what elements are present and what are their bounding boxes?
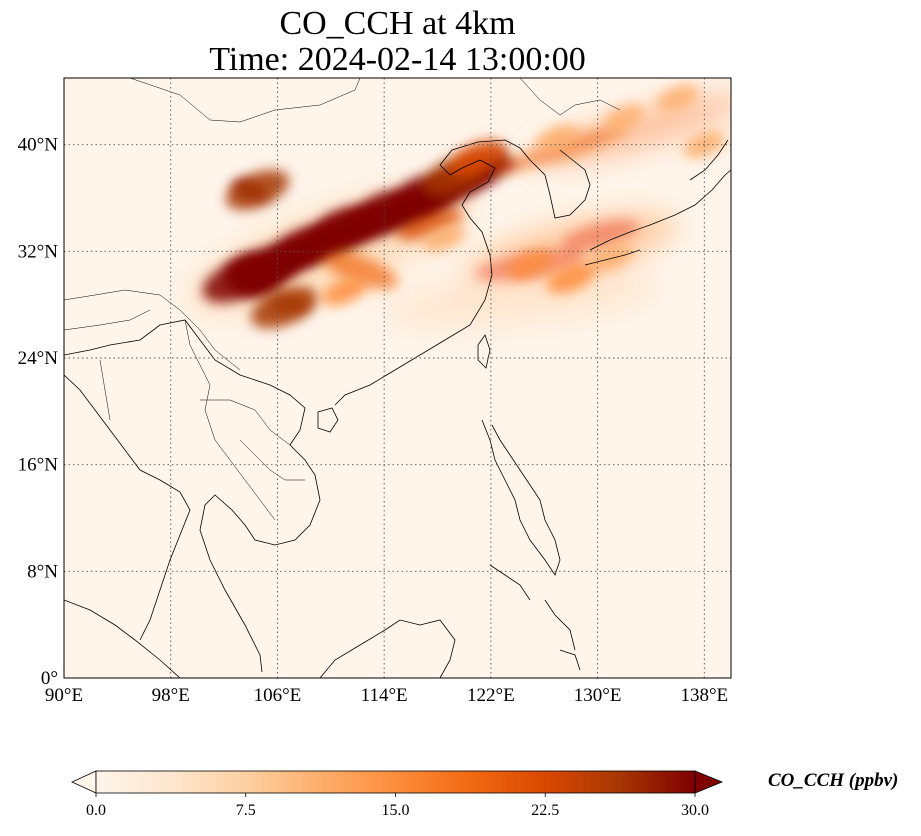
gridlines [64,78,731,678]
plume-sample [508,250,554,279]
map-title: CO_CCH at 4km [279,5,516,42]
lon-tick-label: 90°E [45,685,83,706]
plume-sample [423,224,466,252]
lon-tick-label: 130°E [574,685,622,706]
map-timestamp: Time: 2024-02-14 13:00:00 [209,41,586,78]
plume-samples [202,84,726,329]
colorbar-tick-label: 30.0 [681,802,709,819]
lat-tick-label: 32°N [18,241,59,262]
colorbar-ticks: 0.0 7.5 15.0 22.5 30.0 [86,793,709,819]
map-background [64,78,731,678]
plume-sample [250,286,318,329]
colorbar-tick-label: 7.5 [236,802,256,819]
latitude-labels: 0° 8°N 16°N 24°N 32°N 40°N [18,135,59,689]
plume-sample [225,169,290,211]
lon-tick-label: 98°E [152,685,190,706]
plume-sample [656,84,699,112]
colorbar-tick-label: 22.5 [531,802,559,819]
longitude-labels: 90°E 98°E 106°E 114°E 122°E 130°E 138°E [45,685,728,706]
lon-tick-label: 138°E [680,685,728,706]
lat-tick-label: 0° [41,668,58,689]
plume-sample [321,277,367,306]
lat-tick-label: 40°N [18,135,59,156]
country-borders [64,78,621,521]
lon-tick-label: 122°E [467,685,515,706]
colorbar-label: CO_CCH (ppbv) [768,770,899,791]
lon-tick-label: 106°E [254,685,302,706]
lat-tick-label: 24°N [18,348,59,369]
colorbar-tick-label: 15.0 [382,802,410,819]
plume-sample [546,262,596,294]
map-frame [63,77,732,679]
lat-tick-label: 16°N [18,455,59,476]
colorbar-tick-label: 0.0 [86,802,106,819]
colorbar-gradient [95,770,696,794]
colorbar: 0.0 7.5 15.0 22.5 30.0 [71,770,724,819]
colorbar-extend-max [694,770,724,794]
lat-tick-label: 8°N [27,561,58,582]
lon-tick-label: 114°E [361,685,408,706]
colorbar-extend-min [71,770,97,794]
plume-sample [603,105,645,131]
